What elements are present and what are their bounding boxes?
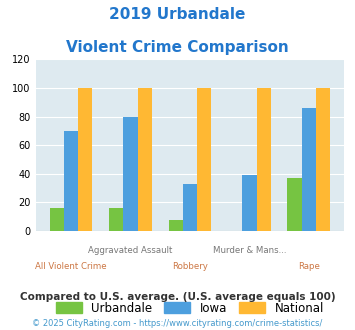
Text: All Violent Crime: All Violent Crime [35,262,107,271]
Text: Aggravated Assault: Aggravated Assault [88,247,173,255]
Bar [257,88,271,231]
Bar [302,108,316,231]
Text: Rape: Rape [298,262,320,271]
Bar [242,175,257,231]
Text: Compared to U.S. average. (U.S. average equals 100): Compared to U.S. average. (U.S. average … [20,292,335,302]
Text: 2019 Urbandale: 2019 Urbandale [109,7,246,21]
Bar [169,219,183,231]
Bar [109,208,123,231]
Text: Murder & Mans...: Murder & Mans... [213,247,286,255]
Bar [138,88,152,231]
Bar [197,88,211,231]
Text: © 2025 CityRating.com - https://www.cityrating.com/crime-statistics/: © 2025 CityRating.com - https://www.city… [32,319,323,328]
Bar [50,208,64,231]
Bar [183,184,197,231]
Bar [78,88,92,231]
Bar [316,88,330,231]
Bar [288,178,302,231]
Bar [64,131,78,231]
Legend: Urbandale, Iowa, National: Urbandale, Iowa, National [51,297,328,319]
Text: Violent Crime Comparison: Violent Crime Comparison [66,40,289,54]
Text: Robbery: Robbery [172,262,208,271]
Bar [123,116,138,231]
